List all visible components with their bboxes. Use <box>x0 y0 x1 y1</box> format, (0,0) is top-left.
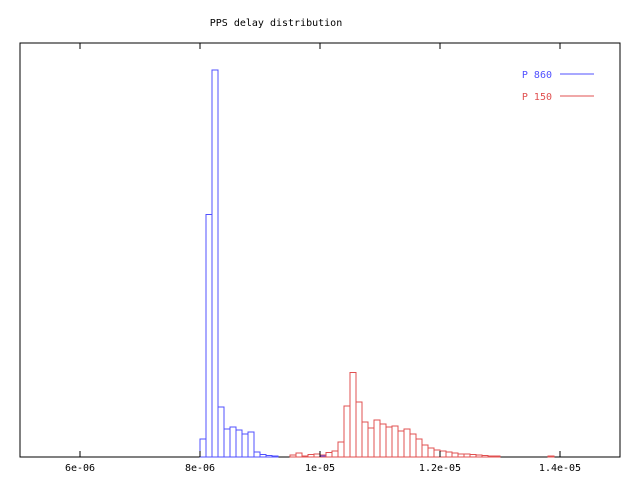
series-1 <box>199 69 555 458</box>
histogram-bar <box>211 69 219 458</box>
histogram-bar <box>343 405 351 458</box>
histogram-bar <box>241 433 249 458</box>
histogram-bar <box>223 428 231 458</box>
histogram-bar <box>289 454 297 458</box>
histogram-bar <box>433 449 441 458</box>
histogram-bar <box>355 401 363 458</box>
x-tick-label: 1.2e-05 <box>419 463 461 474</box>
histogram-bar <box>313 453 321 458</box>
histogram-bar <box>547 455 555 458</box>
histogram-bar <box>199 438 207 458</box>
histogram-bar <box>205 214 213 458</box>
histogram-bar <box>229 426 237 458</box>
histogram-bar <box>439 450 447 458</box>
histogram-bar <box>397 430 405 458</box>
series-layer <box>199 69 555 458</box>
histogram-bar <box>493 455 501 458</box>
histogram-bar <box>265 454 273 458</box>
chart-title: PPS delay distribution <box>210 18 342 29</box>
histogram-bar <box>469 454 477 458</box>
histogram-bar <box>445 451 453 458</box>
histogram-bar <box>271 455 279 458</box>
plot-frame <box>19 42 621 458</box>
histogram-bar <box>475 454 483 458</box>
x-axis: 6e-06 8e-06 1e-05 1.2e-05 1.4e-05 <box>65 43 581 474</box>
histogram-bar <box>379 423 387 458</box>
histogram-bar <box>331 450 339 458</box>
histogram-bar <box>217 406 225 458</box>
histogram-bar <box>259 454 267 458</box>
histogram-bar <box>463 453 471 458</box>
histogram-bar <box>373 419 381 458</box>
histogram-bar <box>481 454 489 458</box>
histogram-bar <box>457 453 465 458</box>
x-tick-label: 8e-06 <box>185 463 215 474</box>
histogram-bar <box>421 444 429 458</box>
histogram-bar <box>253 451 261 458</box>
histogram-bar <box>451 452 459 458</box>
histogram-bar <box>295 452 303 458</box>
histogram-bar <box>385 426 393 458</box>
histogram-bar <box>403 428 411 458</box>
x-tick-label: 1e-05 <box>305 463 335 474</box>
histogram-bar <box>307 454 315 458</box>
histogram-bar <box>247 431 255 458</box>
histogram-bar <box>361 421 369 458</box>
histogram-bar <box>301 455 309 458</box>
histogram-bar <box>409 433 417 458</box>
histogram-bar <box>325 451 333 458</box>
legend: P 860 P 150 <box>522 70 594 103</box>
histogram-bar <box>427 447 435 458</box>
histogram-bar <box>487 455 495 458</box>
histogram-bar <box>349 371 357 458</box>
series-2 <box>289 371 555 458</box>
histogram-bar <box>235 429 243 458</box>
histogram-bar <box>337 441 345 458</box>
legend-label: P 860 <box>522 70 552 81</box>
histogram-bar <box>415 438 423 458</box>
histogram-bar <box>391 425 399 458</box>
x-tick-label: 6e-06 <box>65 463 95 474</box>
x-tick-label: 1.4e-05 <box>539 463 581 474</box>
legend-label: P 150 <box>522 92 552 103</box>
histogram-bar <box>367 427 375 458</box>
